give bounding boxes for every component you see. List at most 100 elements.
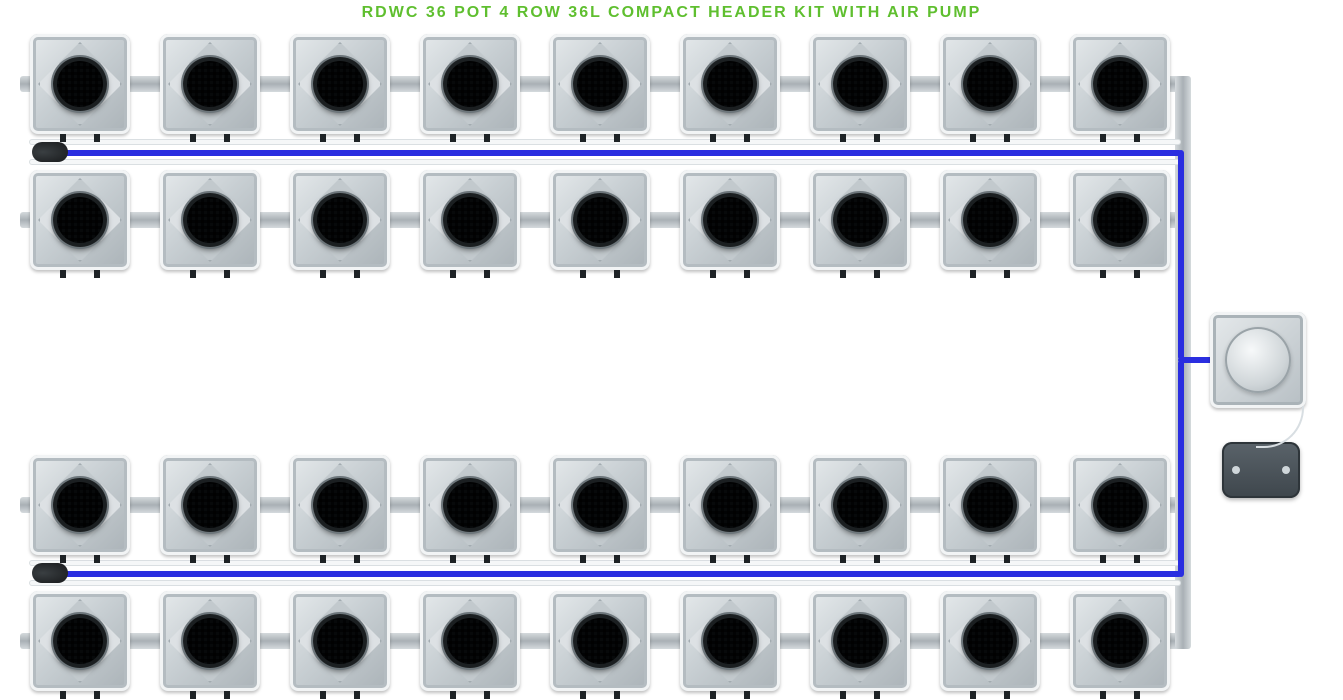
pot-clip xyxy=(580,134,586,142)
pot-clip xyxy=(710,134,716,142)
pot-r2-c5 xyxy=(550,170,650,270)
pot-clip xyxy=(320,134,326,142)
pot-clip xyxy=(1134,691,1140,699)
pot-clip xyxy=(354,134,360,142)
pot-r4-c9 xyxy=(1070,591,1170,691)
pot-r3-c4 xyxy=(420,455,520,555)
pot-clip xyxy=(190,691,196,699)
pot-clip xyxy=(60,691,66,699)
return-line-h-1 xyxy=(64,150,1182,156)
pot-clip xyxy=(874,134,880,142)
return-line-v-1 xyxy=(1178,150,1184,360)
pot-r4-c7 xyxy=(810,591,910,691)
pot-r2-c8 xyxy=(940,170,1040,270)
pot-clip xyxy=(320,270,326,278)
pot-clip xyxy=(94,555,100,563)
pot-clip xyxy=(1100,270,1106,278)
pot-clip xyxy=(224,555,230,563)
pot-clip xyxy=(354,691,360,699)
pot-r1-c9 xyxy=(1070,34,1170,134)
pot-clip xyxy=(614,555,620,563)
pot-clip xyxy=(970,134,976,142)
pot-clip xyxy=(94,134,100,142)
pot-r3-c6 xyxy=(680,455,780,555)
air-line-4 xyxy=(30,581,1180,585)
pot-r3-c7 xyxy=(810,455,910,555)
pot-clip xyxy=(224,270,230,278)
pot-r1-c2 xyxy=(160,34,260,134)
pot-clip xyxy=(874,691,880,699)
air-tube xyxy=(1256,406,1304,448)
pot-clip xyxy=(1134,270,1140,278)
pot-clip xyxy=(1004,270,1010,278)
pot-clip xyxy=(60,134,66,142)
pot-r2-c9 xyxy=(1070,170,1170,270)
pot-r4-c3 xyxy=(290,591,390,691)
pot-clip xyxy=(840,270,846,278)
pot-clip xyxy=(60,555,66,563)
pot-clip xyxy=(190,555,196,563)
pot-clip xyxy=(840,555,846,563)
pot-clip xyxy=(190,134,196,142)
air-pump xyxy=(1222,442,1300,498)
pot-clip xyxy=(874,555,880,563)
pot-clip xyxy=(710,270,716,278)
pot-r1-c8 xyxy=(940,34,1040,134)
pot-r1-c5 xyxy=(550,34,650,134)
pot-clip xyxy=(840,691,846,699)
pot-clip xyxy=(1100,691,1106,699)
pot-clip xyxy=(450,691,456,699)
pot-clip xyxy=(320,555,326,563)
pot-r2-c6 xyxy=(680,170,780,270)
pump-endcap-1 xyxy=(32,142,68,162)
pot-r1-c1 xyxy=(30,34,130,134)
pot-clip xyxy=(224,691,230,699)
pot-r4-c6 xyxy=(680,591,780,691)
pot-clip xyxy=(1100,555,1106,563)
pot-clip xyxy=(450,270,456,278)
pot-clip xyxy=(744,555,750,563)
pot-clip xyxy=(710,555,716,563)
pot-clip xyxy=(970,555,976,563)
pot-clip xyxy=(744,270,750,278)
pot-clip xyxy=(484,134,490,142)
pot-r2-c4 xyxy=(420,170,520,270)
pot-clip xyxy=(1100,134,1106,142)
pot-clip xyxy=(580,270,586,278)
return-line-h-2 xyxy=(64,571,1182,577)
pot-r4-c5 xyxy=(550,591,650,691)
pot-clip xyxy=(580,555,586,563)
pot-clip xyxy=(484,270,490,278)
pot-r3-c8 xyxy=(940,455,1040,555)
header-tank xyxy=(1210,312,1306,408)
diagram-stage xyxy=(0,0,1343,700)
pot-clip xyxy=(94,691,100,699)
pot-clip xyxy=(580,691,586,699)
pot-clip xyxy=(744,691,750,699)
pot-clip xyxy=(190,270,196,278)
pot-r4-c1 xyxy=(30,591,130,691)
pot-clip xyxy=(1004,134,1010,142)
pot-clip xyxy=(484,691,490,699)
pot-clip xyxy=(874,270,880,278)
pot-r1-c4 xyxy=(420,34,520,134)
pot-clip xyxy=(224,134,230,142)
pot-clip xyxy=(450,134,456,142)
pot-r3-c9 xyxy=(1070,455,1170,555)
pot-r1-c7 xyxy=(810,34,910,134)
pot-r3-c1 xyxy=(30,455,130,555)
pot-r4-c4 xyxy=(420,591,520,691)
pot-r4-c2 xyxy=(160,591,260,691)
pot-r3-c2 xyxy=(160,455,260,555)
pot-clip xyxy=(320,691,326,699)
pot-clip xyxy=(1134,555,1140,563)
pot-clip xyxy=(614,270,620,278)
pot-clip xyxy=(354,270,360,278)
pot-clip xyxy=(614,691,620,699)
pot-clip xyxy=(970,270,976,278)
return-line-v-2 xyxy=(1178,360,1184,577)
pot-r3-c5 xyxy=(550,455,650,555)
pot-clip xyxy=(1004,555,1010,563)
pot-clip xyxy=(94,270,100,278)
pot-r2-c2 xyxy=(160,170,260,270)
